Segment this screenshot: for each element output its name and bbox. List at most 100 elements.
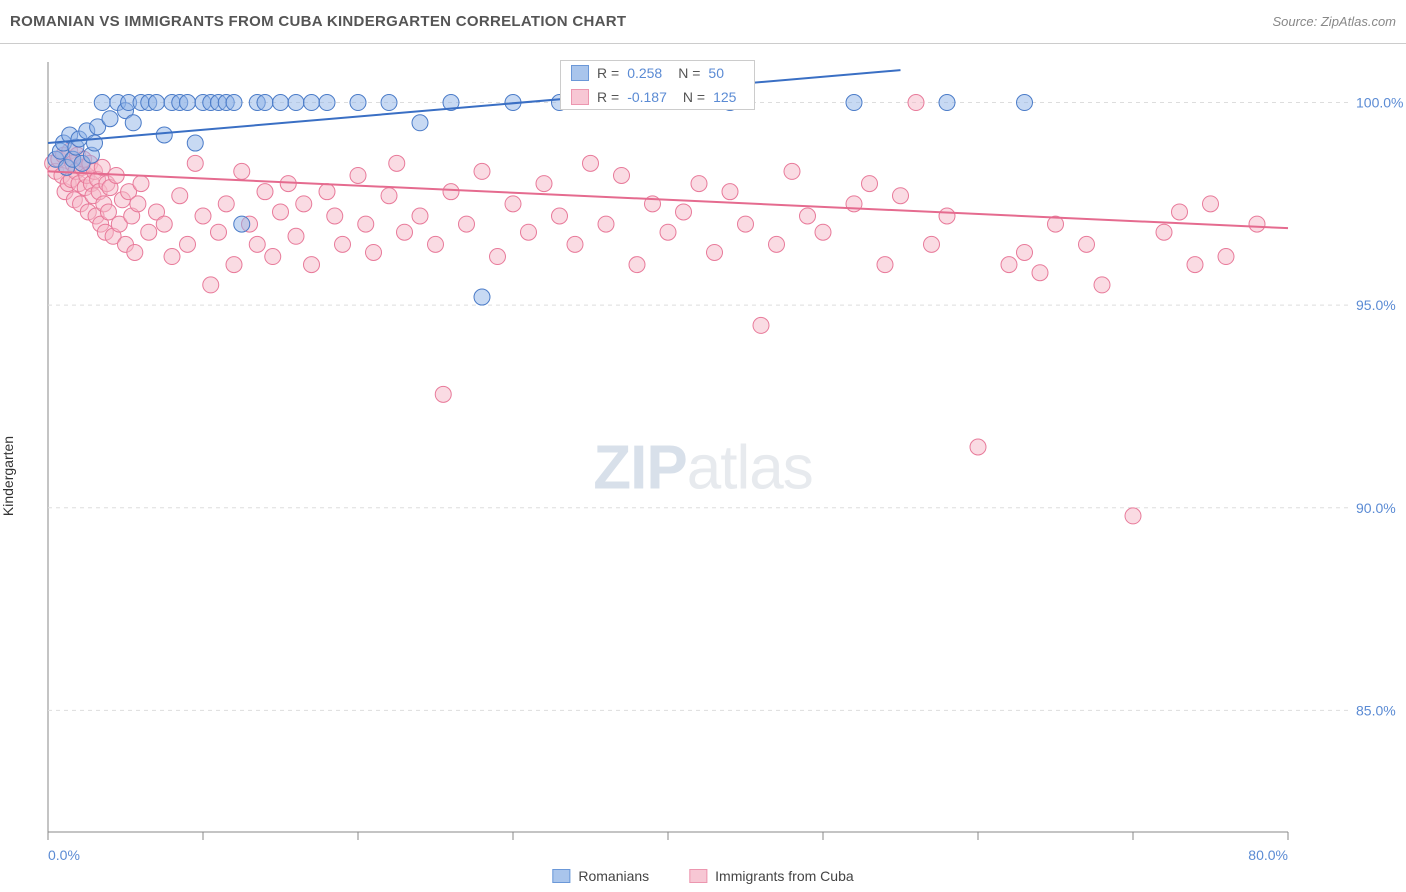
data-point [172, 188, 188, 204]
data-point [784, 163, 800, 179]
data-point [505, 196, 521, 212]
stats-n-label: N = [683, 89, 705, 105]
data-point [195, 208, 211, 224]
data-point [552, 208, 568, 224]
data-point [614, 167, 630, 183]
data-point [412, 208, 428, 224]
data-point [1249, 216, 1265, 232]
data-point [187, 135, 203, 151]
data-point [769, 236, 785, 252]
stats-n-value: 50 [708, 65, 724, 81]
data-point [133, 176, 149, 192]
legend-swatch-icon [689, 869, 707, 883]
data-point [1218, 249, 1234, 265]
data-point [273, 95, 289, 111]
y-tick-label: 100.0% [1356, 95, 1403, 111]
stats-swatch-icon [571, 65, 589, 81]
data-point [130, 196, 146, 212]
stats-swatch-icon [571, 89, 589, 105]
y-axis-label: Kindergarten [0, 436, 16, 516]
legend-item-cuba: Immigrants from Cuba [689, 868, 853, 884]
chart-container: Kindergarten 85.0%90.0%95.0%100.0%0.0%80… [0, 44, 1406, 892]
trend-line [48, 171, 1288, 228]
data-point [265, 249, 281, 265]
data-point [939, 208, 955, 224]
scatter-chart: 85.0%90.0%95.0%100.0%0.0%80.0% [0, 44, 1406, 892]
data-point [474, 289, 490, 305]
data-point [1172, 204, 1188, 220]
data-point [226, 257, 242, 273]
legend-item-romanians: Romanians [552, 868, 649, 884]
x-tick-label: 0.0% [48, 847, 80, 863]
data-point [304, 257, 320, 273]
data-point [164, 249, 180, 265]
data-point [211, 224, 227, 240]
data-point [319, 95, 335, 111]
data-point [381, 95, 397, 111]
data-point [815, 224, 831, 240]
data-point [1203, 196, 1219, 212]
stats-n-value: 125 [713, 89, 736, 105]
data-point [327, 208, 343, 224]
data-point [435, 386, 451, 402]
stats-row: R = -0.187 N = 125 [561, 85, 754, 109]
chart-header: ROMANIAN VS IMMIGRANTS FROM CUBA KINDERG… [0, 0, 1406, 44]
data-point [753, 317, 769, 333]
data-point [474, 163, 490, 179]
data-point [156, 216, 172, 232]
correlation-stats-box: R =0.258N =50R =-0.187N =125 [560, 60, 755, 110]
stats-r-label: R = [597, 89, 619, 105]
data-point [257, 184, 273, 200]
data-point [288, 95, 304, 111]
stats-r-label: R = [597, 65, 619, 81]
data-point [350, 167, 366, 183]
data-point [226, 95, 242, 111]
chart-title: ROMANIAN VS IMMIGRANTS FROM CUBA KINDERG… [10, 13, 626, 30]
data-point [156, 127, 172, 143]
data-point [218, 196, 234, 212]
data-point [304, 95, 320, 111]
data-point [893, 188, 909, 204]
data-point [536, 176, 552, 192]
stats-n-label: N = [678, 65, 700, 81]
y-tick-label: 85.0% [1356, 702, 1396, 718]
x-tick-label: 80.0% [1248, 847, 1288, 863]
data-point [583, 155, 599, 171]
legend-label: Romanians [578, 868, 649, 884]
data-point [707, 244, 723, 260]
data-point [862, 176, 878, 192]
data-point [257, 95, 273, 111]
data-point [296, 196, 312, 212]
y-tick-label: 90.0% [1356, 500, 1396, 516]
legend-label: Immigrants from Cuba [715, 868, 853, 884]
stats-r-value: 0.258 [627, 65, 662, 81]
stats-r-value: -0.187 [627, 89, 667, 105]
data-point [428, 236, 444, 252]
data-point [908, 95, 924, 111]
data-point [1156, 224, 1172, 240]
data-point [629, 257, 645, 273]
data-point [877, 257, 893, 273]
data-point [234, 163, 250, 179]
data-point [1094, 277, 1110, 293]
data-point [141, 224, 157, 240]
data-point [459, 216, 475, 232]
data-point [87, 135, 103, 151]
data-point [1187, 257, 1203, 273]
source-attribution: Source: ZipAtlas.com [1272, 14, 1396, 29]
data-point [738, 216, 754, 232]
data-point [1017, 244, 1033, 260]
data-point [490, 249, 506, 265]
data-point [1017, 95, 1033, 111]
data-point [319, 184, 335, 200]
data-point [288, 228, 304, 244]
data-point [273, 204, 289, 220]
data-point [443, 184, 459, 200]
data-point [412, 115, 428, 131]
data-point [521, 224, 537, 240]
data-point [187, 155, 203, 171]
data-point [397, 224, 413, 240]
stats-row: R = 0.258 N = 50 [561, 61, 754, 85]
data-point [800, 208, 816, 224]
data-point [924, 236, 940, 252]
